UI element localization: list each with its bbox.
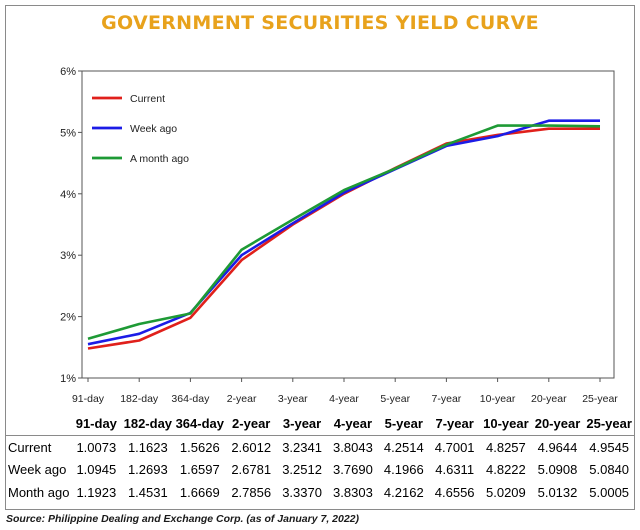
row-label: Week ago	[8, 462, 67, 478]
x-tick-label: 182-day	[120, 393, 159, 405]
table-cell: 5.0209	[486, 484, 526, 500]
y-axis: 1% 2% 3% 4% 5% 6%	[60, 66, 82, 385]
table-cell: 5.0132	[537, 484, 578, 500]
yield-table: 91-day 182-day 364-day 2-year 3-year 4-year 5-…	[5, 411, 635, 504]
source-note: Source: Philippine Dealing and Exchange …	[6, 513, 360, 525]
table-cell: 1.0945	[76, 462, 117, 478]
table-row: Month ago 1.1923 1.4531 1.6669 2.7856 3.3370 3…	[5, 481, 635, 504]
y-tick-label: 1%	[60, 373, 76, 385]
row-label: Month ago	[8, 484, 70, 500]
series-line-3	[87, 124, 601, 340]
table-header-cell: 7-year	[429, 411, 481, 436]
y-tick-label: 5%	[60, 127, 76, 139]
table-cell: 4.8222	[486, 462, 526, 478]
x-tick-label: 7-year	[432, 393, 462, 405]
table-cell: 5.0005	[589, 484, 630, 500]
table-row: Current 1.0073 1.1623 1.5626 2.6012 3.2341 3.8…	[5, 436, 635, 459]
table-corner	[5, 411, 71, 436]
legend: Current Week ago A month ago	[92, 93, 189, 165]
table-cell: 4.6556	[434, 484, 475, 500]
table-body: Current 1.0073 1.1623 1.5626 2.6012 3.2341 3.8…	[5, 436, 635, 504]
figure-frame	[5, 5, 635, 510]
table-cell: 1.1623	[127, 439, 168, 455]
table-header-cell: 10-year	[480, 411, 532, 436]
table-cell: 4.6311	[435, 462, 475, 478]
table-cell: 3.2341	[282, 439, 322, 455]
legend-label: A month ago	[130, 153, 189, 165]
table-cell: 4.9545	[589, 439, 630, 455]
table-cell: 1.0073	[76, 439, 117, 455]
table-cell: 4.2514	[383, 439, 424, 455]
table-cell: 1.2693	[127, 462, 168, 478]
table-cell: 3.8303	[333, 484, 373, 500]
plot-area	[81, 70, 615, 379]
table-header-row: 91-day 182-day 364-day 2-year 3-year 4-year 5-…	[5, 411, 635, 436]
table-cell: 5.0840	[589, 462, 630, 478]
yield-curve-chart: 1% 2% 3% 4% 5% 6% 91-day 182-day 364-day 2-year 3…	[60, 66, 618, 405]
table-header-cell: 182-day	[121, 411, 174, 436]
x-tick-label: 20-year	[531, 393, 567, 405]
table-cell: 5.0908	[537, 462, 578, 478]
table-cell: 4.7001	[434, 439, 475, 455]
legend-label: Week ago	[130, 123, 177, 135]
y-tick-label: 6%	[60, 66, 76, 78]
table-cell: 2.6781	[231, 462, 272, 478]
table-cell: 1.1923	[76, 484, 117, 500]
y-tick-label: 2%	[60, 312, 76, 324]
table-header-cell: 20-year	[531, 411, 584, 436]
x-tick-label: 3-year	[278, 393, 308, 405]
chart-title: GOVERNMENT SECURITIES YIELD CURVE	[101, 12, 539, 34]
table-header-cell: 3-year	[276, 411, 328, 436]
x-tick-label: 91-day	[72, 393, 105, 405]
row-label: Current	[8, 439, 52, 455]
table-cell: 4.2162	[383, 484, 424, 500]
table-cell: 4.1966	[383, 462, 424, 478]
table-cell: 3.7690	[333, 462, 373, 478]
table-cell: 1.6669	[179, 484, 220, 500]
table-row: Week ago 1.0945 1.2693 1.6597 2.6781 3.2512 3.…	[5, 459, 635, 482]
table-cell: 3.3370	[282, 484, 322, 500]
y-tick-label: 3%	[60, 250, 76, 262]
table-cell: 4.9644	[537, 439, 578, 455]
table-cell: 1.5626	[179, 439, 220, 455]
table-cell: 3.8043	[333, 439, 373, 455]
x-tick-label: 10-year	[480, 393, 516, 405]
x-axis: 91-day 182-day 364-day 2-year 3-year 4-year 5-…	[72, 378, 618, 405]
x-tick-label: 4-year	[329, 393, 359, 405]
x-tick-label: 5-year	[380, 393, 410, 405]
y-tick-label: 4%	[60, 189, 76, 201]
table-cell: 3.2512	[282, 462, 322, 478]
table-header-cell: 2-year	[225, 411, 277, 436]
series-line-2	[87, 119, 600, 346]
table-cell: 1.6597	[179, 462, 220, 478]
x-tick-label: 2-year	[227, 393, 257, 405]
table-cell: 2.7856	[231, 484, 272, 500]
table-header-cell: 4-year	[327, 411, 379, 436]
x-tick-label: 364-day	[171, 393, 210, 405]
series-lines	[87, 119, 601, 350]
table-cell: 1.4531	[127, 484, 168, 500]
table-header-cell: 25-year	[583, 411, 635, 436]
table-cell: 4.8257	[486, 439, 526, 455]
table-cell: 2.6012	[231, 439, 272, 455]
table-header-cell: 5-year	[378, 411, 430, 436]
table-header-cell: 91-day	[70, 411, 122, 436]
table-header-cell: 364-day	[173, 411, 226, 436]
x-tick-label: 25-year	[582, 393, 618, 405]
legend-label: Current	[130, 93, 165, 105]
